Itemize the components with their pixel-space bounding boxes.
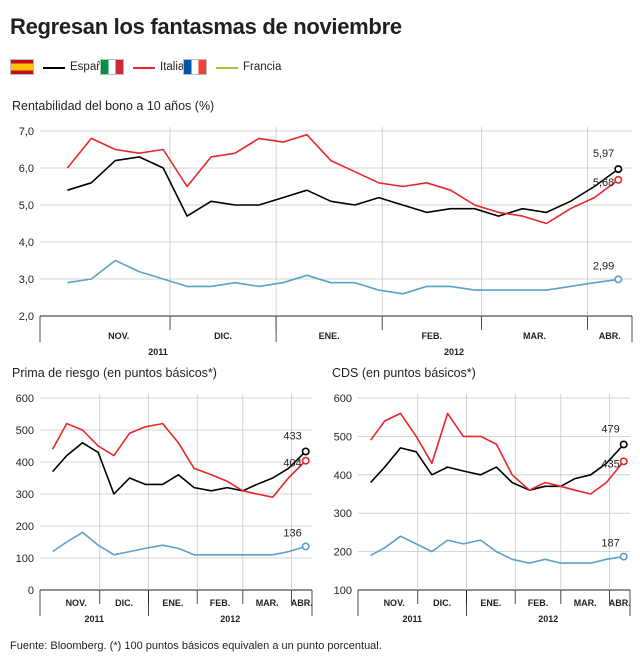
month-label: ABR. — [599, 331, 621, 341]
month-label: ENE. — [319, 331, 340, 341]
chart-title: Regresan los fantasmas de noviembre — [10, 14, 402, 39]
legend-label-italia: Italia — [160, 61, 185, 73]
end-value-label-italia: 435 — [601, 458, 619, 470]
legend-line-espana — [43, 67, 65, 69]
month-label: MAR. — [256, 598, 279, 608]
y-tick-label: 600 — [334, 393, 352, 405]
end-marker-francia — [619, 552, 628, 561]
y-tick-label: 200 — [16, 521, 34, 533]
month-label: ENE. — [162, 598, 183, 608]
y-tick-label: 500 — [16, 425, 34, 437]
year-label: 2011 — [148, 347, 168, 357]
chart-panel-3: CDS (en puntos básicos*) 600 500 400 300 200 1… — [332, 366, 631, 624]
series-line-espana — [370, 443, 625, 492]
legend-line-italia — [133, 67, 155, 69]
end-value-label-francia: 2,99 — [593, 260, 614, 272]
end-value-label-francia: 136 — [283, 527, 301, 539]
legend-line-francia — [216, 67, 238, 69]
y-tick-label: 5,0 — [19, 200, 34, 212]
y-tick-label: 3,0 — [19, 274, 34, 286]
y-tick-label: 600 — [16, 393, 34, 405]
legend-label-espana: España — [70, 61, 110, 73]
chart-panel-1: Rentabilidad del bono a 10 años (%) 7,0 6,… — [12, 99, 633, 357]
series-line-francia — [370, 535, 624, 564]
end-marker-espana — [619, 440, 628, 449]
series-line-espana — [51, 441, 307, 495]
month-label: NOV. — [108, 331, 129, 341]
month-label: FEB. — [210, 598, 231, 608]
month-label: ABR. — [609, 598, 631, 608]
month-label: FEB. — [528, 598, 549, 608]
year-label: 2011 — [84, 614, 104, 624]
spain-flag-icon — [10, 59, 34, 75]
y-tick-label: 500 — [334, 431, 352, 443]
end-marker-italia — [301, 456, 310, 465]
y-tick-label: 0 — [28, 585, 34, 597]
month-label: MAR. — [523, 331, 546, 341]
y-tick-label: 400 — [16, 457, 34, 469]
series-line-italia — [66, 133, 619, 225]
france-flag-icon — [183, 59, 207, 75]
month-label: DIC. — [214, 331, 232, 341]
y-tick-label: 100 — [16, 553, 34, 565]
month-label: NOV. — [384, 598, 405, 608]
end-marker-espana — [301, 447, 310, 456]
end-value-label-italia: 5,68 — [593, 177, 614, 189]
month-label: NOV. — [66, 598, 87, 608]
series-line-espana — [67, 156, 619, 217]
end-value-label-espana: 5,97 — [593, 148, 614, 160]
year-label: 2011 — [402, 614, 422, 624]
series-line-italia — [369, 412, 625, 495]
chart-panel-2: Prima de riesgo (en puntos básicos*) 600 5… — [12, 366, 313, 624]
panel-title: CDS (en puntos básicos*) — [332, 366, 476, 380]
end-value-label-italia: 404 — [283, 458, 301, 470]
month-label: ABR. — [291, 598, 313, 608]
month-label: MAR. — [574, 598, 597, 608]
end-marker-francia — [301, 542, 310, 551]
end-marker-francia — [614, 275, 623, 284]
month-label: ENE. — [480, 598, 501, 608]
italy-flag-icon — [100, 59, 124, 75]
panel-title: Rentabilidad del bono a 10 años (%) — [12, 99, 214, 113]
footnote: Fuente: Bloomberg. (*) 100 puntos básico… — [10, 640, 382, 652]
year-label: 2012 — [538, 614, 558, 624]
end-marker-italia — [614, 175, 623, 184]
y-tick-label: 200 — [334, 547, 352, 559]
y-tick-label: 100 — [334, 585, 352, 597]
year-label: 2012 — [220, 614, 240, 624]
legend-label-francia: Francia — [243, 61, 282, 73]
month-label: DIC. — [433, 598, 451, 608]
series-line-francia — [67, 259, 619, 295]
y-tick-label: 300 — [334, 508, 352, 520]
panel-title: Prima de riesgo (en puntos básicos*) — [12, 366, 217, 380]
y-tick-label: 400 — [334, 470, 352, 482]
month-label: DIC. — [115, 598, 133, 608]
end-value-label-francia: 187 — [601, 538, 619, 550]
series-line-francia — [52, 531, 306, 556]
end-marker-espana — [614, 165, 623, 174]
y-tick-label: 300 — [16, 489, 34, 501]
series-line-italia — [51, 422, 307, 499]
y-tick-label: 2,0 — [19, 311, 34, 323]
end-marker-italia — [619, 457, 628, 466]
month-label: FEB. — [422, 331, 443, 341]
end-value-label-espana: 433 — [283, 430, 301, 442]
y-tick-label: 6,0 — [19, 163, 34, 175]
year-label: 2012 — [444, 347, 464, 357]
end-value-label-espana: 479 — [601, 423, 619, 435]
y-tick-label: 4,0 — [19, 237, 34, 249]
y-tick-label: 7,0 — [19, 126, 34, 138]
